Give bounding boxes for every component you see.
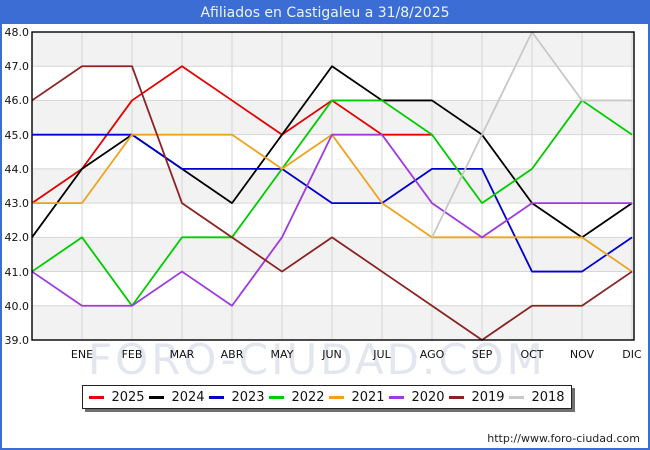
legend-label: 2020 — [411, 389, 445, 405]
month-label: ABR — [220, 348, 244, 361]
y-tick-label: 40.0 — [4, 299, 30, 313]
legend-color-sample — [449, 395, 465, 399]
plot-band — [32, 66, 634, 101]
month-label: JUL — [373, 348, 391, 361]
y-tick-label: 48.0 — [4, 26, 30, 39]
footer-url[interactable]: http://www.foro-ciudad.com — [487, 432, 640, 445]
plot-band — [32, 305, 634, 340]
series-line-2020 — [31, 133, 632, 307]
legend-color-sample — [269, 395, 285, 399]
month-label: AGO — [419, 348, 445, 361]
legend-label: 2025 — [111, 389, 145, 405]
month-label: ENE — [70, 348, 94, 361]
legend-label: 2021 — [351, 389, 385, 405]
legend-item-2022: 2022 — [269, 389, 325, 405]
month-label: DIC — [622, 348, 642, 361]
title-bar: Afiliados en Castigaleu a 31/8/2025 — [2, 2, 648, 24]
legend-color-sample — [389, 395, 405, 399]
plot-band — [32, 168, 634, 204]
legend-label: 2023 — [231, 389, 265, 405]
month-label: JUN — [322, 348, 342, 361]
chart-title: Afiliados en Castigaleu a 31/8/2025 — [200, 5, 450, 21]
plot-band — [32, 203, 634, 238]
series-line-2025 — [31, 65, 432, 204]
legend-item-2024: 2024 — [149, 389, 205, 405]
y-tick-label: 47.0 — [4, 60, 30, 74]
y-tick-label: 41.0 — [4, 265, 30, 279]
plot-band — [32, 237, 634, 272]
legend-item-2025: 2025 — [89, 389, 145, 405]
legend-color-sample — [149, 395, 165, 399]
month-label: SEP — [471, 348, 493, 361]
legend-item-2021: 2021 — [329, 389, 385, 405]
series-line-2019 — [31, 65, 633, 341]
legend-item-2018: 2018 — [509, 389, 565, 405]
watermark: FORO-CIUDAD.COM — [88, 335, 546, 384]
legend-item-2020: 2020 — [389, 389, 445, 405]
month-label: OCT — [520, 348, 544, 361]
month-label: MAR — [169, 348, 195, 361]
month-label: FEB — [121, 348, 143, 361]
legend-item-2019: 2019 — [449, 389, 505, 405]
legend-color-sample — [209, 395, 225, 399]
y-tick-label: 46.0 — [4, 94, 30, 108]
plot-frame — [31, 31, 635, 341]
legend-label: 2022 — [291, 389, 325, 405]
y-tick-label: 42.0 — [4, 231, 30, 245]
legend: 2025 2024 2023 2022 2021 2020 2019 2018 — [82, 385, 572, 409]
legend-label: 2018 — [531, 389, 565, 405]
y-tick-label: 44.0 — [4, 162, 30, 176]
legend-color-sample — [509, 395, 525, 399]
y-tick-label: 43.0 — [4, 197, 30, 211]
y-tick-label: 39.0 — [4, 334, 30, 347]
month-label: MAY — [270, 348, 294, 361]
y-tick-label: 45.0 — [4, 128, 30, 142]
legend-color-sample — [329, 395, 345, 399]
legend-item-2023: 2023 — [209, 389, 265, 405]
legend-color-sample — [89, 395, 105, 399]
plot-band — [32, 271, 634, 306]
legend-label: 2019 — [471, 389, 505, 405]
month-label: NOV — [569, 348, 595, 361]
legend-label: 2024 — [171, 389, 205, 405]
plot-band — [32, 100, 634, 135]
